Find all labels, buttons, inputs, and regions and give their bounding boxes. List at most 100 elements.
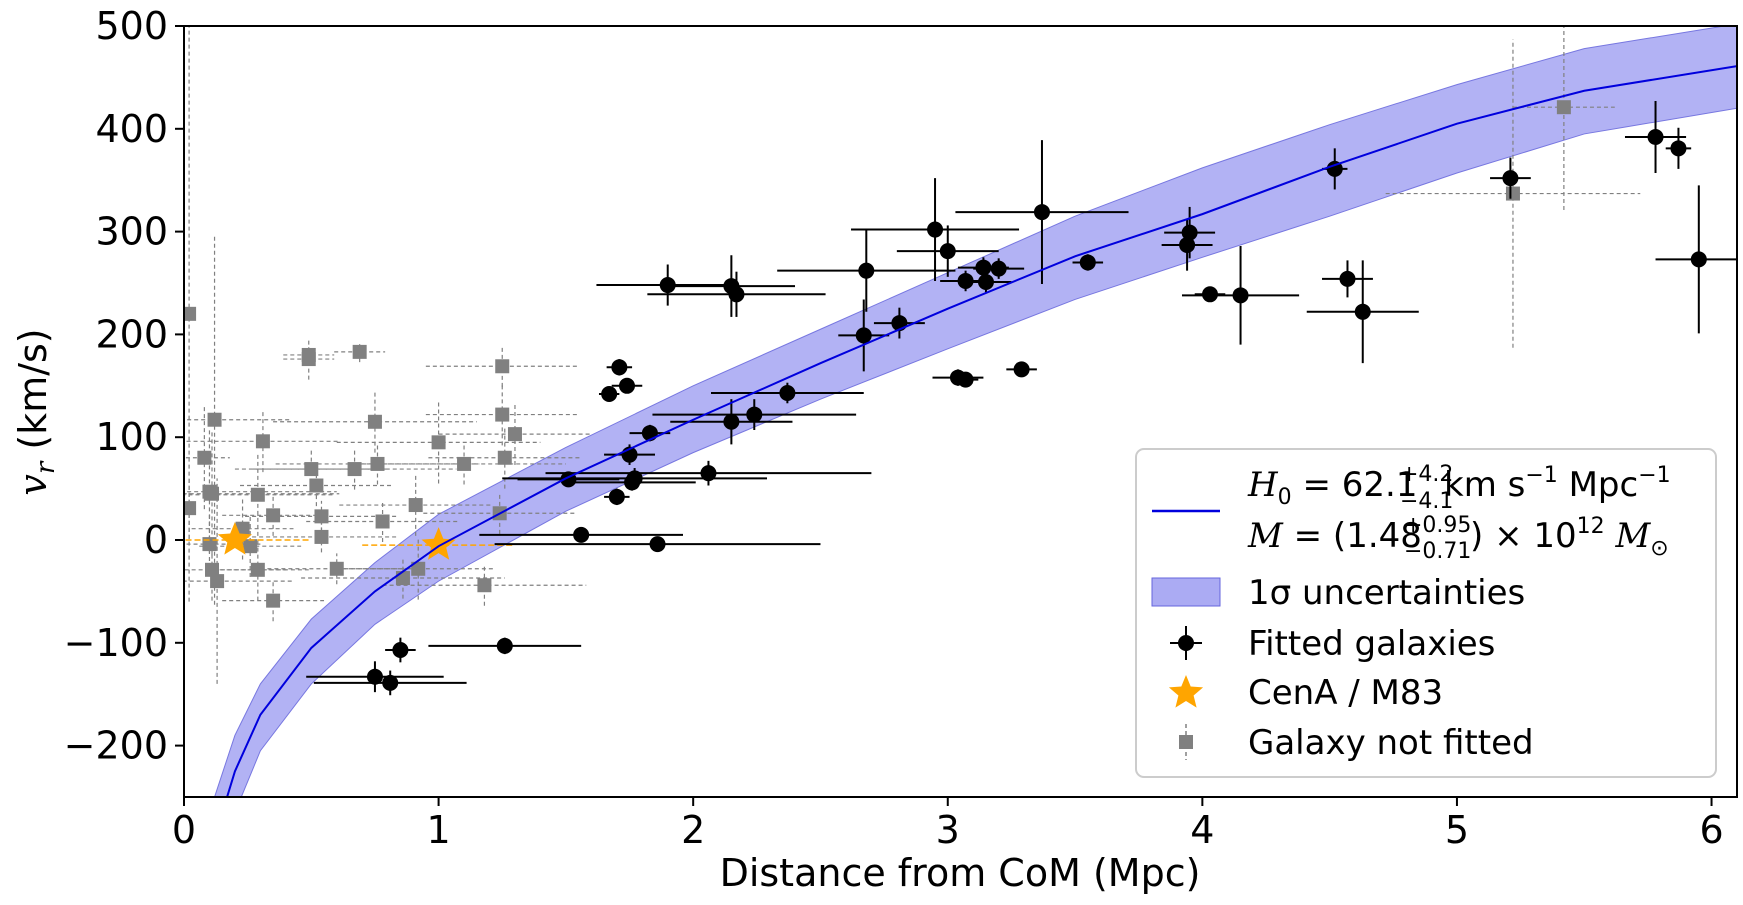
legend-notfit-label: Galaxy not fitted (1248, 723, 1534, 763)
y-tick-label-6: 400 (95, 107, 168, 151)
notfit-point-21 (314, 529, 329, 544)
legend-band-label: 1σ uncertainties (1248, 573, 1525, 613)
y-tick-label-0: −200 (64, 724, 168, 768)
x-tick-label-5: 5 (1445, 808, 1469, 852)
legend-mass-minus: −0.71 (1404, 539, 1471, 564)
legend-cen-star-icon (1168, 675, 1204, 708)
fitted-point-33 (1181, 224, 1198, 241)
fitted-point-25 (977, 273, 994, 290)
notfit-point-20 (314, 509, 329, 524)
fitted-point-30 (1033, 204, 1050, 221)
fitted-point-23 (957, 272, 974, 289)
fitted-point-34 (1201, 286, 1218, 303)
legend-mass-tail: ) × 1012 M⊙ (1470, 514, 1669, 561)
legend-h0-minus: −4.1 (1400, 489, 1453, 514)
legend-h0-plus: +4.2 (1400, 462, 1453, 487)
fitted-point-28 (957, 371, 974, 388)
notfit-point-13 (255, 434, 270, 449)
fit-line (226, 65, 1737, 797)
notfit-point-17 (301, 352, 316, 367)
legend: H0 = 62.1 +4.2 −4.1 km s−1 Mpc−1 M = (1.… (1135, 448, 1717, 778)
legend-mass-label: M = (1.48 (1247, 516, 1422, 556)
legend-h0-label: H0 = 62.1 (1247, 465, 1417, 510)
cen-star-0 (217, 522, 252, 555)
legend-fitted-marker (1178, 635, 1194, 651)
plot-frame (183, 25, 1738, 798)
x-tick-label-6: 6 (1699, 808, 1723, 852)
y-axis-title: vr (km/s) (11, 328, 61, 495)
fitted-point-45 (382, 674, 399, 691)
notfit-point-5 (207, 412, 222, 427)
notfit-point-1 (184, 501, 197, 516)
fitted-point-24 (975, 259, 992, 276)
uncertainty-band (214, 26, 1737, 797)
y-tick-label-5: 300 (95, 210, 168, 254)
notfit-point-12 (250, 487, 265, 502)
legend-notfit-marker (1179, 735, 1193, 749)
plot-area (184, 26, 1737, 797)
notfit-point-2 (197, 450, 212, 465)
notfit-point-10 (243, 539, 258, 554)
y-tick-label-3: 100 (95, 415, 168, 459)
notfit-point-36 (495, 407, 510, 422)
notfit-point-31 (431, 435, 446, 450)
plot-content (184, 26, 1737, 797)
notfit-point-29 (408, 498, 423, 513)
notfit-point-8 (210, 574, 225, 589)
y-tick-label-1: −100 (64, 621, 168, 665)
fitted-point-9 (573, 526, 590, 543)
fitted-point-39 (1502, 170, 1519, 187)
notfit-point-6 (202, 537, 217, 552)
fitted-point-1 (618, 377, 635, 394)
fitted-point-6 (624, 474, 641, 491)
fitted-point-10 (649, 536, 666, 553)
notfit-point-40 (1556, 100, 1571, 115)
notfit-point-37 (497, 450, 512, 465)
fitted-point-44 (366, 668, 383, 685)
fitted-point-40 (1647, 129, 1664, 146)
fitted-point-17 (779, 384, 796, 401)
notfit-point-7 (205, 562, 220, 577)
fitted-point-26 (990, 260, 1007, 277)
fitted-point-29 (1013, 361, 1030, 378)
notfit-point-35 (495, 359, 510, 374)
fitted-point-31 (1079, 254, 1096, 271)
x-axis-title: Distance from CoM (Mpc) (720, 851, 1201, 895)
notfit-point-4 (205, 486, 220, 501)
x-tick-label-0: 0 (172, 808, 196, 852)
legend-frame (1135, 448, 1717, 778)
notfit-point-14 (266, 508, 281, 523)
x-tick-label-2: 2 (681, 808, 705, 852)
notfit-point-30 (411, 561, 426, 576)
svg-text:vr (km/s): vr (km/s) (11, 328, 61, 495)
fitted-point-37 (1339, 270, 1356, 287)
fitted-point-35 (1232, 287, 1249, 304)
notfit-point-22 (329, 561, 344, 576)
notfit-point-19 (309, 478, 324, 493)
fitted-point-8 (608, 488, 625, 505)
notfit-point-0 (184, 306, 197, 321)
fitted-point-42 (1690, 251, 1707, 268)
notfit-point-27 (375, 514, 390, 529)
notfit-point-24 (352, 344, 367, 359)
legend-cen-label: CenA / M83 (1248, 673, 1443, 713)
fitted-point-19 (855, 327, 872, 344)
notfit-point-38 (507, 427, 522, 442)
fitted-point-13 (728, 286, 745, 303)
fitted-point-43 (392, 641, 409, 658)
legend-fitted-label: Fitted galaxies (1248, 624, 1495, 664)
fitted-point-38 (1354, 303, 1371, 320)
fitted-point-32 (1179, 236, 1196, 253)
fitted-point-0 (611, 359, 628, 376)
notfit-point-28 (395, 571, 410, 586)
fitted-point-21 (927, 221, 944, 238)
fitted-point-2 (601, 386, 618, 403)
fitted-point-41 (1670, 140, 1687, 157)
fitted-point-22 (939, 243, 956, 260)
notfit-point-33 (477, 578, 492, 593)
fitted-point-18 (858, 262, 875, 279)
notfit-point-11 (250, 562, 265, 577)
notfit-point-32 (457, 456, 472, 471)
fitted-point-16 (746, 406, 763, 423)
